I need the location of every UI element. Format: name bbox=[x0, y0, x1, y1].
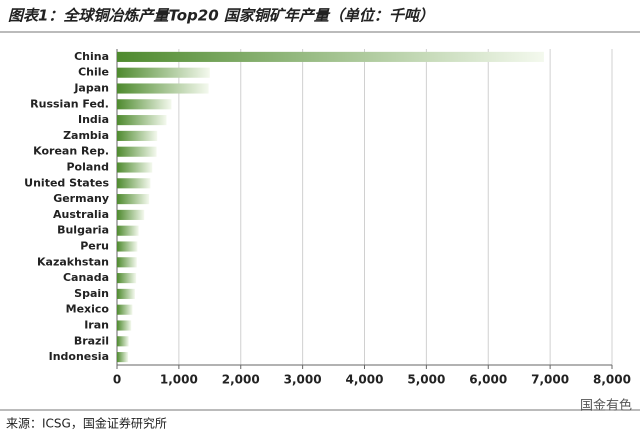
bar bbox=[117, 194, 150, 205]
bar bbox=[117, 320, 132, 331]
y-tick-label: Spain bbox=[74, 287, 109, 300]
y-tick-label: Iran bbox=[84, 319, 109, 332]
y-tick-label: Mexico bbox=[66, 303, 110, 316]
bar bbox=[117, 304, 133, 315]
y-tick-label: Russian Fed. bbox=[30, 97, 109, 110]
bar bbox=[117, 146, 157, 157]
bar bbox=[117, 288, 135, 299]
x-tick-label: 4,000 bbox=[346, 373, 384, 387]
y-tick-label: Canada bbox=[63, 271, 109, 284]
y-tick-label: Zambia bbox=[63, 129, 109, 142]
bar bbox=[117, 130, 158, 141]
y-tick-label: Germany bbox=[53, 192, 109, 205]
bar bbox=[117, 99, 172, 110]
bar bbox=[117, 67, 210, 78]
y-tick-label: Peru bbox=[80, 240, 109, 253]
y-tick-label: Indonesia bbox=[49, 350, 109, 363]
x-tick-label: 1,000 bbox=[160, 373, 198, 387]
x-tick-label: 0 bbox=[113, 373, 121, 387]
bar bbox=[117, 273, 137, 284]
bar bbox=[117, 178, 151, 189]
watermark: 国金有色 bbox=[580, 398, 632, 414]
bar bbox=[117, 241, 138, 252]
y-tick-label: India bbox=[78, 113, 109, 126]
y-tick-label: Japan bbox=[73, 82, 109, 95]
chart-title: 图表1：全球铜冶炼产量Top20 国家铜矿年产量（单位：千吨） bbox=[8, 7, 434, 25]
bar bbox=[117, 51, 544, 62]
bar bbox=[117, 225, 139, 236]
y-tick-label: Australia bbox=[53, 208, 109, 221]
y-tick-label: Korean Rep. bbox=[33, 145, 109, 158]
x-tick-label: 8,000 bbox=[593, 373, 631, 387]
bar bbox=[117, 83, 209, 94]
y-tick-label: Poland bbox=[66, 161, 109, 174]
x-tick-label: 2,000 bbox=[222, 373, 260, 387]
bar bbox=[117, 162, 153, 173]
x-tick-label: 6,000 bbox=[469, 373, 507, 387]
y-tick-label: Bulgaria bbox=[57, 224, 109, 237]
x-tick-label: 5,000 bbox=[407, 373, 445, 387]
bar bbox=[117, 257, 137, 268]
y-tick-label: Brazil bbox=[74, 334, 109, 347]
bar bbox=[117, 352, 129, 363]
y-tick-label: United States bbox=[24, 176, 109, 189]
source-note: 来源：ICSG，国金证券研究所 bbox=[6, 416, 167, 431]
bar bbox=[117, 115, 167, 126]
y-tick-label: Kazakhstan bbox=[37, 255, 109, 268]
bar bbox=[117, 336, 129, 347]
bar bbox=[117, 209, 145, 220]
x-tick-label: 7,000 bbox=[531, 373, 569, 387]
y-tick-label: Chile bbox=[78, 66, 109, 79]
x-tick-label: 3,000 bbox=[284, 373, 322, 387]
y-tick-label: China bbox=[74, 50, 109, 63]
